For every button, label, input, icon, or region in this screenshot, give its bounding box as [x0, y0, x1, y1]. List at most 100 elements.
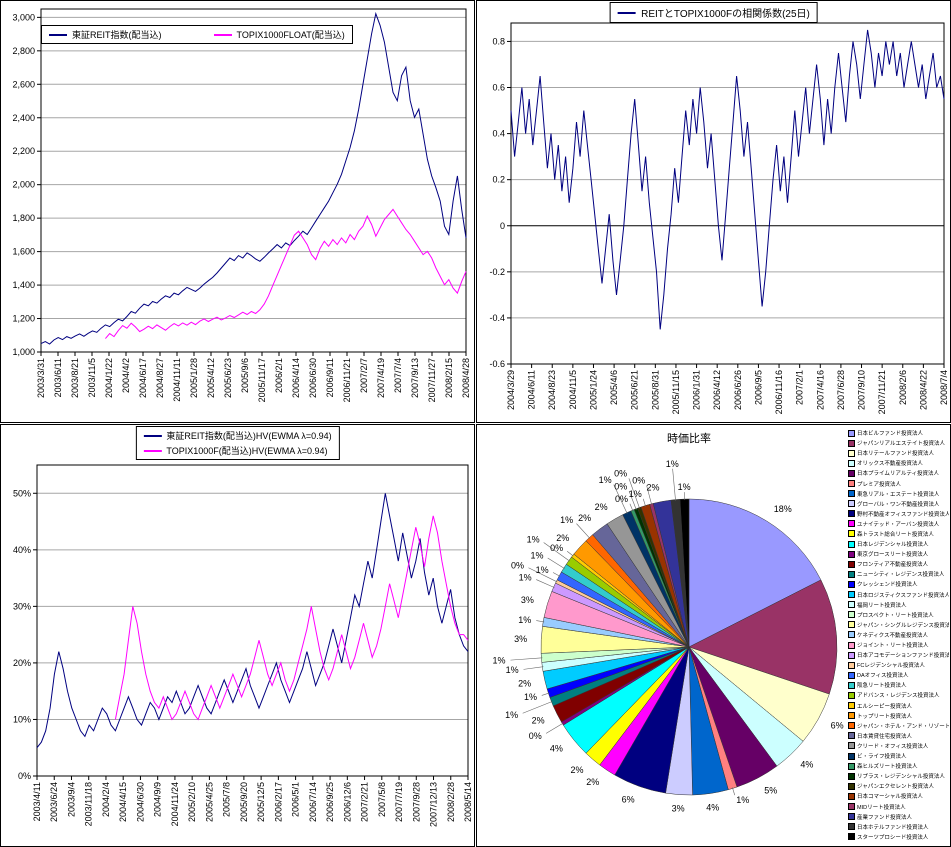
- pie-slice-label-16: 2%: [518, 678, 531, 688]
- correlation-chart-title: REITとTOPIX1000Fの相関係数(25日): [641, 9, 810, 20]
- svg-text:1,200: 1,200: [12, 314, 35, 324]
- pie-slice-label-2: 6%: [831, 721, 844, 731]
- svg-text:2004/11/5: 2004/11/5: [568, 370, 578, 409]
- pie-slice-label-33: 0%: [615, 494, 628, 504]
- pie-legend-label: 日本プライムリアルティ投資法人: [857, 471, 940, 478]
- svg-text:2004/4/2: 2004/4/2: [121, 358, 131, 393]
- svg-text:2003/6/24: 2003/6/24: [49, 782, 59, 822]
- topix-hv-line-sample: [143, 449, 162, 452]
- pie-legend-label: ケネディクス不動産投資法人: [857, 632, 928, 639]
- svg-text:2005/6/23: 2005/6/23: [223, 358, 233, 398]
- legend-entry-reit-hv: 東証REIT指数(配当込)HV(EWMA λ=0.94): [143, 429, 332, 442]
- series-line-1: [105, 208, 467, 339]
- pie-legend-swatch: [848, 813, 855, 821]
- pie-legend-item: 産業ファンド投資法人: [848, 812, 949, 822]
- svg-text:2005/11/17: 2005/11/17: [257, 358, 267, 402]
- pie-slice-0: [688, 498, 822, 648]
- pie-slice-label-13: 2%: [532, 716, 545, 726]
- pie-slice-label-11: 4%: [550, 744, 563, 754]
- pie-legend-swatch: [848, 661, 855, 669]
- pie-legend-label: クリード・オフィス投資法人: [857, 743, 929, 750]
- svg-text:2003/6/11: 2003/6/11: [53, 358, 63, 397]
- svg-text:2006/7/14: 2006/7/14: [308, 782, 318, 822]
- svg-text:2005/12/5: 2005/12/5: [256, 782, 266, 822]
- svg-text:-0.2: -0.2: [489, 267, 505, 277]
- svg-text:2005/7/8: 2005/7/8: [222, 782, 232, 817]
- pie-legend-label: プレミア投資法人: [857, 481, 902, 488]
- pie-legend-item: ジャパン・ホテル・アンド・リゾート投資法人: [848, 721, 949, 731]
- svg-text:0.8: 0.8: [492, 36, 505, 46]
- svg-text:2003/8/21: 2003/8/21: [70, 358, 80, 398]
- pie-legend-swatch: [848, 712, 855, 720]
- pie-legend-item: プレミア投資法人: [848, 478, 949, 488]
- pie-legend-label: 日本レジデンシャル投資法人: [857, 542, 929, 549]
- pie-legend-item: 東京グロースリート投資法人: [848, 549, 949, 559]
- pie-legend-item: 日本コマーシャル投資法人: [848, 791, 949, 801]
- pie-legend-swatch: [848, 762, 855, 770]
- pie-legend-swatch: [848, 591, 855, 599]
- pie-legend-label: エルシーピー投資法人: [857, 703, 913, 710]
- pie-legend-label: クレッシェンド投資法人: [857, 582, 918, 589]
- svg-text:2,000: 2,000: [12, 180, 35, 190]
- svg-text:2008/2/6: 2008/2/6: [898, 370, 908, 405]
- svg-text:2004/6/11: 2004/6/11: [527, 370, 537, 409]
- pie-legend-swatch: [848, 429, 855, 437]
- pie-slice-1: [688, 579, 838, 695]
- svg-text:2003/11/18: 2003/11/18: [84, 782, 94, 826]
- svg-text:-0.4: -0.4: [489, 313, 505, 323]
- svg-text:10%: 10%: [13, 714, 31, 724]
- svg-text:2007/2/1: 2007/2/1: [795, 370, 805, 405]
- pie-slice-label-30: 2%: [578, 513, 591, 523]
- hv-chart-canvas: 50% 40% 30% 20% 10% 0%2003/4/11 2003/6/24 2003/…: [13, 464, 473, 827]
- pie-legend-item: アドバンス・レジデンス投資法人: [848, 690, 949, 700]
- svg-text:1,400: 1,400: [12, 280, 35, 290]
- pie-legend-label: ニューシティ・レジデンス投資法人: [857, 572, 945, 579]
- svg-text:2007/5/8: 2007/5/8: [377, 782, 387, 817]
- svg-text:2004/3/29: 2004/3/29: [506, 370, 516, 410]
- svg-text:20%: 20%: [13, 658, 31, 668]
- pie-slice-label-24: 1%: [536, 565, 549, 575]
- pie-legend-label: ジャパン・ホテル・アンド・リゾート投資法人: [857, 723, 949, 730]
- svg-text:2007/4/19: 2007/4/19: [376, 358, 386, 398]
- svg-text:2007/9/28: 2007/9/28: [411, 782, 421, 822]
- pie-legend-item: ビ・ライフ投資法人: [848, 751, 949, 761]
- pie-legend-label: 森トラスト総合リート投資法人: [857, 531, 934, 538]
- pie-legend-label: 日本アコモデーションファンド投資法人: [857, 653, 949, 660]
- pie-slice-label-8: 6%: [622, 795, 635, 805]
- svg-text:50%: 50%: [13, 488, 31, 498]
- svg-text:2005/1/24: 2005/1/24: [588, 370, 598, 410]
- pie-legend-item: フロンティア不動産投資法人: [848, 559, 949, 569]
- pie-legend-swatch: [848, 823, 855, 831]
- svg-text:0%: 0%: [18, 771, 31, 781]
- svg-text:2007/4/16: 2007/4/16: [815, 370, 825, 410]
- pie-legend-item: クリード・オフィス投資法人: [848, 741, 949, 751]
- pie-legend-item: 東急リアル・エステート投資法人: [848, 489, 949, 499]
- pie-legend-swatch: [848, 732, 855, 740]
- pie-slice-label-37: 0%: [632, 476, 645, 486]
- svg-text:2005/11/15: 2005/11/15: [671, 370, 681, 414]
- price-chart-legend: 東証REIT指数(配当込) TOPIX1000FLOAT(配当込): [41, 25, 353, 44]
- pie-legend-item: 日本レジデンシャル投資法人: [848, 539, 949, 549]
- svg-text:2008/2/28: 2008/2/28: [446, 782, 456, 822]
- svg-text:2007/2/7: 2007/2/7: [359, 358, 369, 393]
- pie-legend-item: トップリート投資法人: [848, 711, 949, 721]
- svg-text:2006/2/1: 2006/2/1: [274, 358, 284, 393]
- topix-legend-label: TOPIX1000FLOAT(配当込): [236, 30, 345, 40]
- svg-text:2005/4/12: 2005/4/12: [206, 358, 216, 398]
- reit-index-line-sample: [49, 33, 67, 36]
- pie-legend-label: ジャパンエクセレント投資法人: [857, 784, 935, 791]
- svg-text:2004/8/27: 2004/8/27: [155, 358, 165, 398]
- pie-slice-label-35: 0%: [614, 469, 627, 479]
- pie-legend-label: ユナイテッド・アーバン投資法人: [857, 521, 940, 528]
- svg-text:2004/6/30: 2004/6/30: [135, 782, 145, 822]
- pie-legend-item: ジョイント・リート投資法人: [848, 640, 949, 650]
- pie-legend-item: 日本リテールファンド投資法人: [848, 448, 949, 458]
- price-chart-panel: 3,000 2,800 2,600 2,400 2,200 2,000 1,800 1,600…: [0, 0, 475, 423]
- pie-slice-label-40: 1%: [678, 482, 691, 492]
- pie-legend-item: 日本賃貸住宅投資法人: [848, 731, 949, 741]
- svg-text:-0.6: -0.6: [489, 359, 505, 369]
- pie-slice-label-32: 1%: [599, 475, 612, 485]
- pie-legend-swatch: [848, 702, 855, 710]
- pie-slice-label-6: 4%: [706, 802, 719, 812]
- pie-legend-item: 日本ホテルファンド投資法人: [848, 822, 949, 832]
